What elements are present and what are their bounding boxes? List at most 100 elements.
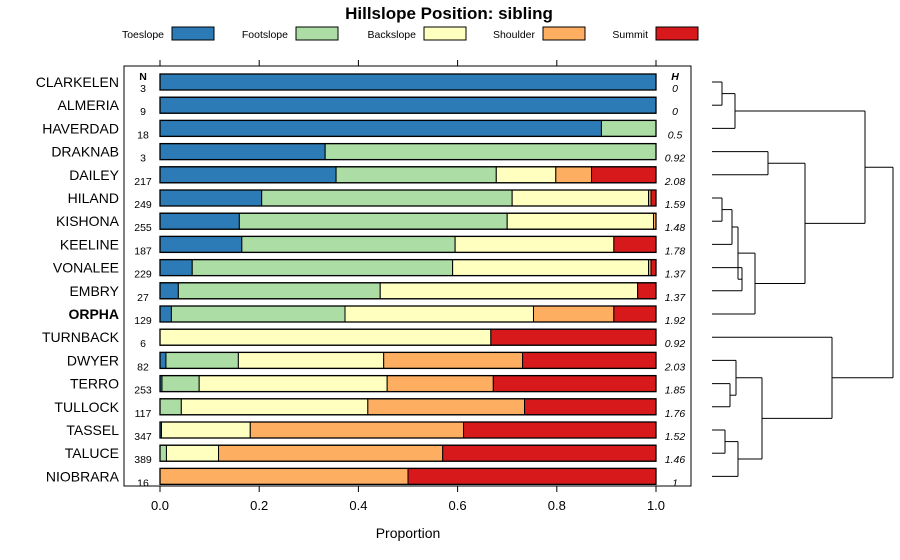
bar-outline <box>159 282 657 300</box>
row-h: 0 <box>672 106 678 118</box>
x-tick-label: 1.0 <box>647 498 665 513</box>
row-n: 217 <box>134 176 152 188</box>
row-h: 0 <box>672 83 678 95</box>
row-label: TALUCE <box>65 445 119 461</box>
row-n: 27 <box>137 292 149 304</box>
row-label: EMBRY <box>69 283 119 299</box>
bar-outline <box>159 258 657 277</box>
bar-outline <box>159 189 657 207</box>
bar-segment <box>386 375 494 393</box>
legend-swatch <box>542 26 586 41</box>
legend-label: Backslope <box>368 29 417 41</box>
bar-segment <box>442 444 657 462</box>
bar-segment <box>159 467 409 485</box>
row-label: ALMERIA <box>58 97 120 113</box>
bar-segment <box>613 235 657 253</box>
row-label: TERRO <box>70 376 119 392</box>
legend: Toeslope Footslope Backslope Shoulder Summit <box>122 26 699 41</box>
row-n: 3 <box>140 153 146 165</box>
row-n: 347 <box>134 431 152 443</box>
bar-segment <box>159 96 657 114</box>
legend-swatch <box>423 26 467 41</box>
row-label: CLARKELEN <box>36 74 119 90</box>
bar-segment <box>379 282 639 300</box>
bar-segment <box>452 259 650 277</box>
row-label: ORPHA <box>68 306 119 322</box>
bar-segment <box>237 351 385 369</box>
row-label: KISHONA <box>56 213 120 229</box>
row-label: DRAKNAB <box>51 144 119 160</box>
bar-segment <box>490 328 657 346</box>
bar-segment <box>495 166 557 184</box>
bar-segment <box>159 444 167 462</box>
row-label: VONALEE <box>53 260 119 276</box>
bar-rows: CLARKELEN 3 0 ALMERIA 9 0 HAVERDAD 18 0.5 DRAKNAB… <box>36 73 686 489</box>
row-n: 18 <box>137 129 149 141</box>
bar-outline <box>159 235 657 254</box>
legend-swatch <box>295 26 339 41</box>
bar-outline <box>159 305 657 323</box>
x-tick-label: 0.6 <box>449 498 467 513</box>
row-h: 1.52 <box>665 431 686 443</box>
bar-outline <box>159 73 657 91</box>
bar-segment <box>159 259 193 277</box>
bar-segment <box>463 421 657 439</box>
bar-segment <box>159 282 179 300</box>
legend-label: Toeslope <box>122 29 164 41</box>
row-h: 1.76 <box>665 408 686 420</box>
dendrogram <box>712 81 894 477</box>
row-label: NIOBRARA <box>46 468 120 484</box>
legend-swatch <box>655 26 699 41</box>
row-label: HILAND <box>68 190 119 206</box>
legend-swatch <box>171 26 215 41</box>
bar-segment <box>261 189 513 207</box>
bar-segment <box>238 212 508 230</box>
row-label: DAILEY <box>69 167 119 183</box>
bar-segment <box>637 282 657 300</box>
bar-segment <box>650 259 657 277</box>
row-h: 0.92 <box>665 153 686 165</box>
x-axis-title: Proportion <box>376 525 441 541</box>
row-n: 187 <box>134 245 152 257</box>
bar-segment <box>324 143 657 161</box>
bar-segment <box>407 467 657 485</box>
bar-segment <box>159 235 243 253</box>
bar-segment <box>524 398 657 416</box>
bar-outline <box>159 351 657 370</box>
bar-segment <box>522 351 657 369</box>
row-h: 1 <box>672 477 678 489</box>
bar-outline <box>159 467 657 486</box>
row-h: 1.85 <box>665 385 686 397</box>
bar-segment <box>198 375 388 393</box>
bar-segment <box>159 143 326 161</box>
bar-segment <box>591 166 657 184</box>
bar-outline <box>159 212 657 230</box>
x-tick-label: 0.2 <box>250 498 268 513</box>
x-tick-label: 0.0 <box>151 498 169 513</box>
n-header: N <box>139 71 147 83</box>
row-n: 3 <box>140 83 146 95</box>
row-h: 0.92 <box>665 338 686 350</box>
row-h: 2.08 <box>664 176 686 188</box>
row-h: 1.78 <box>665 245 686 257</box>
bar-segment <box>613 305 657 323</box>
bar-segment <box>506 212 655 230</box>
bar-segment <box>367 398 526 416</box>
row-n: 6 <box>140 338 146 350</box>
legend-label: Shoulder <box>493 29 536 41</box>
bar-segment <box>249 421 465 439</box>
bar-segment <box>159 166 337 184</box>
bar-outline <box>159 444 657 462</box>
legend-label: Footslope <box>242 29 288 41</box>
row-n: 117 <box>135 408 152 420</box>
bar-segment <box>160 421 251 439</box>
bar-segment <box>454 235 615 253</box>
bar-segment <box>159 305 172 323</box>
chart-title: Hillslope Position: sibling <box>345 4 553 23</box>
row-h: 0.5 <box>668 129 683 141</box>
x-tick-label: 0.8 <box>548 498 566 513</box>
bar-outline <box>159 398 657 416</box>
bar-segment <box>170 305 346 323</box>
row-label: TULLOCK <box>54 399 119 415</box>
